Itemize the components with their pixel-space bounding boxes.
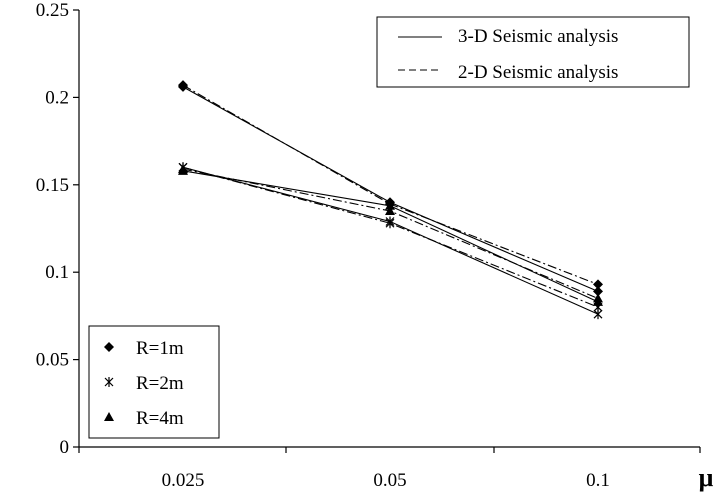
y-tick-label: 0.2 xyxy=(45,87,69,108)
y-tick-label: 0.25 xyxy=(36,0,69,21)
data-point-r-1m xyxy=(593,286,603,297)
marker-legend: R=1m R=2m R=4m xyxy=(88,325,220,439)
series-line-r-1m-2d xyxy=(182,84,599,285)
legend-diamond-marker xyxy=(104,342,114,352)
series-line-r-2m-3d xyxy=(182,166,599,315)
series-line-r-4m-3d xyxy=(182,170,599,303)
data-point-r-2m xyxy=(385,218,395,229)
series-line-r-4m-2d xyxy=(182,168,599,299)
data-point-r-4m xyxy=(385,200,395,210)
data-point-r-4m xyxy=(593,293,603,303)
x-tick-label: 0.025 xyxy=(162,470,205,491)
y-tick-label: 0.15 xyxy=(36,175,69,196)
legend-2d-label: 2-D Seismic analysis xyxy=(458,62,618,83)
data-point-r-1m xyxy=(178,80,188,91)
legend-r4-label: R=4m xyxy=(136,408,184,429)
x-tick-label: 0.05 xyxy=(373,470,406,491)
y-tick-label: 0.05 xyxy=(36,350,69,371)
legend-star-marker xyxy=(104,377,114,387)
series-line-r-2m-2d xyxy=(182,166,599,308)
data-point-r-1m xyxy=(593,279,603,290)
line-style-legend: 3-D Seismic analysis 2-D Seismic analysi… xyxy=(376,16,690,88)
legend-triangle-marker xyxy=(104,412,114,421)
legend-r2-label: R=2m xyxy=(136,373,184,394)
y-tick-label: 0 xyxy=(60,437,70,458)
data-point-r-4m xyxy=(178,164,188,174)
x-axis-label: μ xyxy=(699,463,714,492)
line-style-legend-box xyxy=(376,16,690,88)
marker-layer xyxy=(178,80,603,320)
axes: 0 0.05 0.1 0.15 0.2 0.25 0.025 0.05 0.1 μ xyxy=(36,0,714,492)
y-tick-label: 0.1 xyxy=(45,262,69,283)
legend-r1-label: R=1m xyxy=(136,338,184,359)
x-tick-label: 0.1 xyxy=(586,470,610,491)
data-point-r-4m xyxy=(385,206,395,216)
legend-marker-icons xyxy=(104,342,114,421)
legend-3d-label: 3-D Seismic analysis xyxy=(458,26,618,47)
